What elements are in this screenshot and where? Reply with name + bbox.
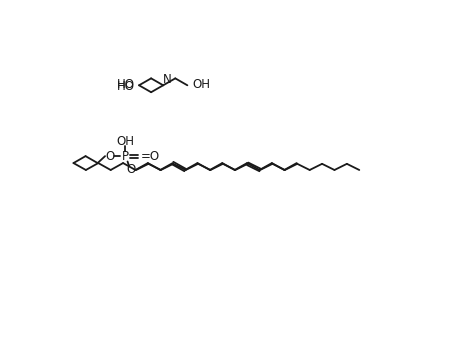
Text: O: O [126,164,135,177]
Text: OH: OH [116,135,134,148]
Text: HO: HO [117,78,135,91]
Text: HO: HO [117,80,135,92]
Text: OH: OH [192,78,210,91]
Text: P: P [122,150,129,162]
Text: N: N [163,73,171,86]
Text: =O: =O [141,150,160,162]
Text: O: O [105,150,114,162]
